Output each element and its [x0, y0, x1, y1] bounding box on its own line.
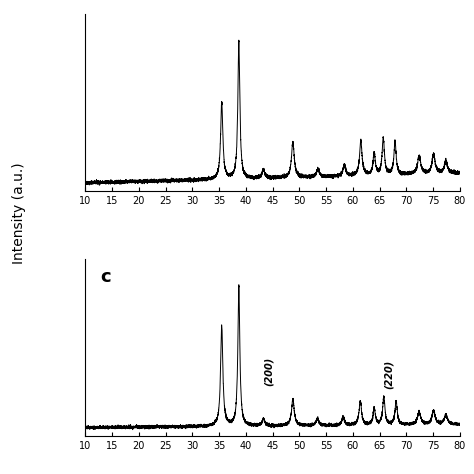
Text: Intensity (a.u.): Intensity (a.u.): [12, 163, 26, 264]
Text: c: c: [100, 268, 111, 286]
Text: (200): (200): [263, 356, 273, 386]
Text: (220): (220): [383, 359, 393, 389]
